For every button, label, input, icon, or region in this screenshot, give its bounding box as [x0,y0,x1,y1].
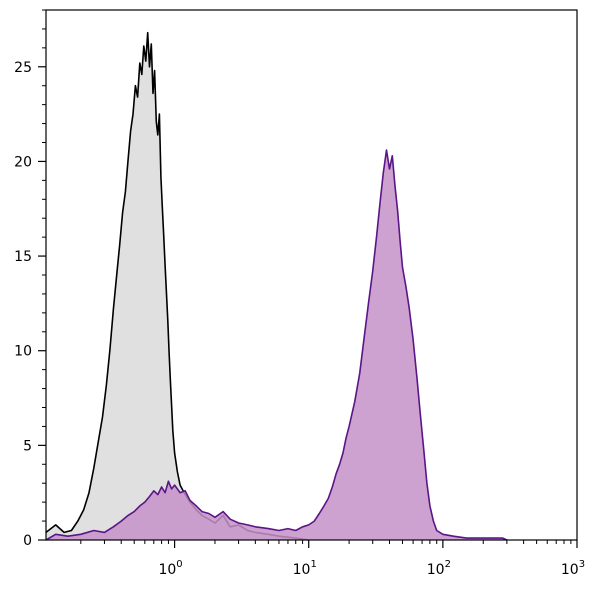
series-1-area [46,32,309,540]
series-1-outline [45,31,309,541]
x-tick-label-1: 100 [158,559,182,578]
y-tick-label-10: 10 [14,344,32,360]
series-2-outline [45,149,508,541]
y-tick-label-20: 20 [14,154,32,170]
y-tick-label-15: 15 [14,249,32,265]
x-tick-label-10: 101 [293,559,317,578]
y-tick-label-5: 5 [23,438,32,454]
axis-layer: 0 5 10 15 20 25 100 101 102 103 [14,9,585,578]
x-tick-label-100: 102 [427,559,451,578]
y-tick-label-25: 25 [14,60,32,76]
x-tick-label-1000: 103 [561,559,585,578]
y-tick-label-0: 0 [23,533,32,549]
series-layer [45,31,508,541]
series-2-area [46,150,507,540]
